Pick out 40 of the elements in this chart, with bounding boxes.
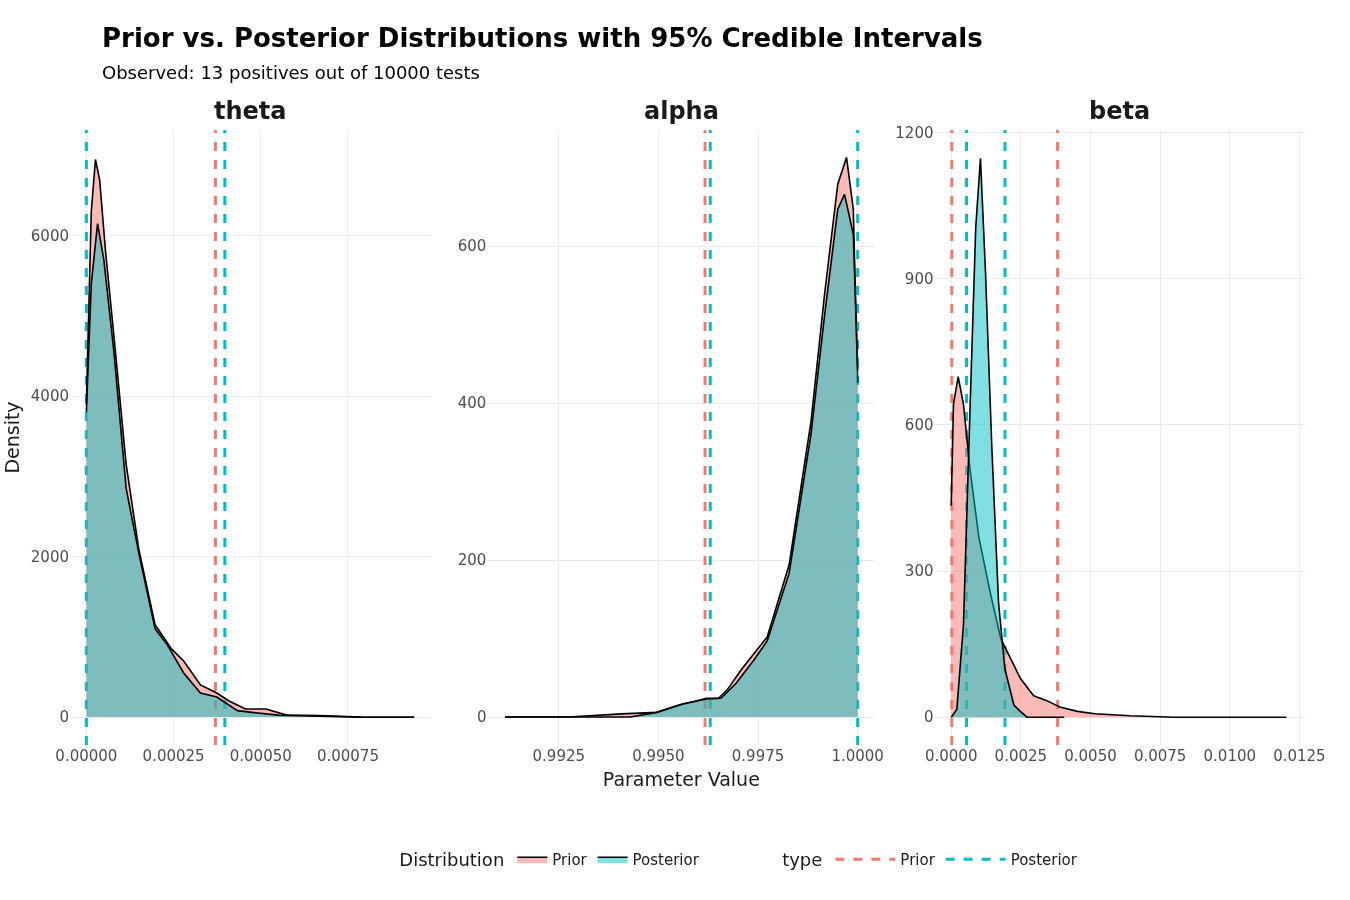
y-tick-label: 6000 <box>30 226 69 245</box>
x-tick-label: 0.9975 <box>731 747 785 765</box>
y-tick-label: 0 <box>476 708 487 727</box>
x-tick-label: 0.0100 <box>1203 747 1257 765</box>
legend-title: Distribution <box>399 849 505 871</box>
x-tick-label: 0.0125 <box>1273 747 1326 765</box>
legend-label: Prior <box>900 851 936 870</box>
y-tick-label: 2000 <box>30 547 69 566</box>
x-tick-label: 0.0050 <box>1064 747 1117 765</box>
x-tick-label: 0.9950 <box>632 747 685 765</box>
text: Observed: 13 positives out of 10000 tests <box>102 62 480 83</box>
x-tick-label: 0.00000 <box>55 747 118 765</box>
text: Prior vs. Posterior Distributions with 95% Credible Intervals <box>102 23 983 53</box>
y-tick-label: 300 <box>904 562 934 581</box>
legend-label: Prior <box>552 851 588 870</box>
y-tick-label: 4000 <box>30 387 69 406</box>
y-tick-label: 600 <box>457 237 487 256</box>
legend-label: Posterior <box>1010 851 1078 870</box>
y-axis-title: Density <box>0 401 23 474</box>
y-tick-label: 1200 <box>895 123 934 142</box>
x-tick-label: 0.0075 <box>1133 747 1187 765</box>
x-tick-label: 0.9925 <box>532 747 586 765</box>
x-tick-label: 0.00075 <box>316 747 379 765</box>
y-tick-label: 400 <box>457 394 487 413</box>
x-tick-label: 1.0000 <box>831 747 884 765</box>
chart-title: alpha <box>644 97 719 125</box>
y-tick-label: 0 <box>59 708 69 727</box>
y-tick-label: 200 <box>457 551 487 570</box>
y-tick-label: 0 <box>923 708 934 727</box>
x-tick-label: 0.00050 <box>229 747 292 765</box>
y-tick-label: 900 <box>904 269 934 288</box>
legend-label: Posterior <box>632 851 700 870</box>
y-tick-label: 600 <box>904 416 934 435</box>
chart-title: beta <box>1089 97 1151 125</box>
x-tick-label: 0.00025 <box>142 747 205 765</box>
chart-title: theta <box>214 97 287 125</box>
x-tick-label: 0.0025 <box>994 747 1048 765</box>
text: type <box>782 849 823 871</box>
x-axis-title: Parameter Value <box>602 767 760 790</box>
x-tick-label: 0.0000 <box>924 747 978 765</box>
